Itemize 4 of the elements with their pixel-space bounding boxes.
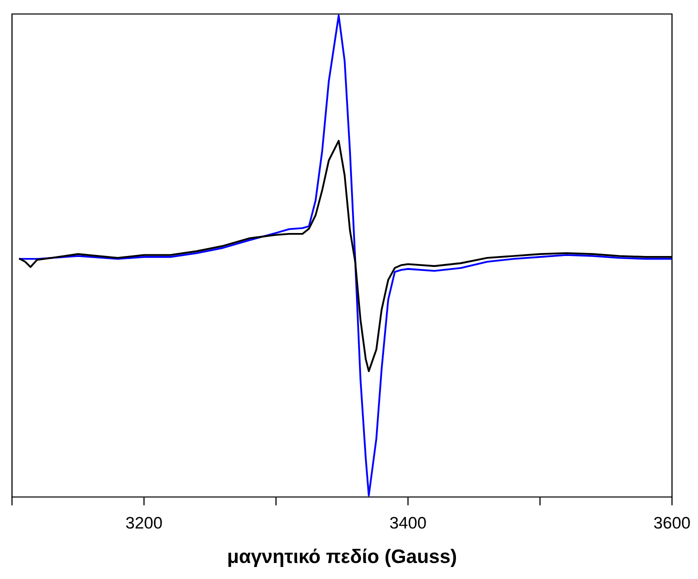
x-tick-label: 3200: [126, 516, 162, 529]
x-axis-title: μαγνητικό πεδίο (Gauss): [228, 548, 456, 567]
x-tick-label: 3600: [654, 516, 690, 529]
x-tick-label: 3400: [390, 516, 426, 529]
